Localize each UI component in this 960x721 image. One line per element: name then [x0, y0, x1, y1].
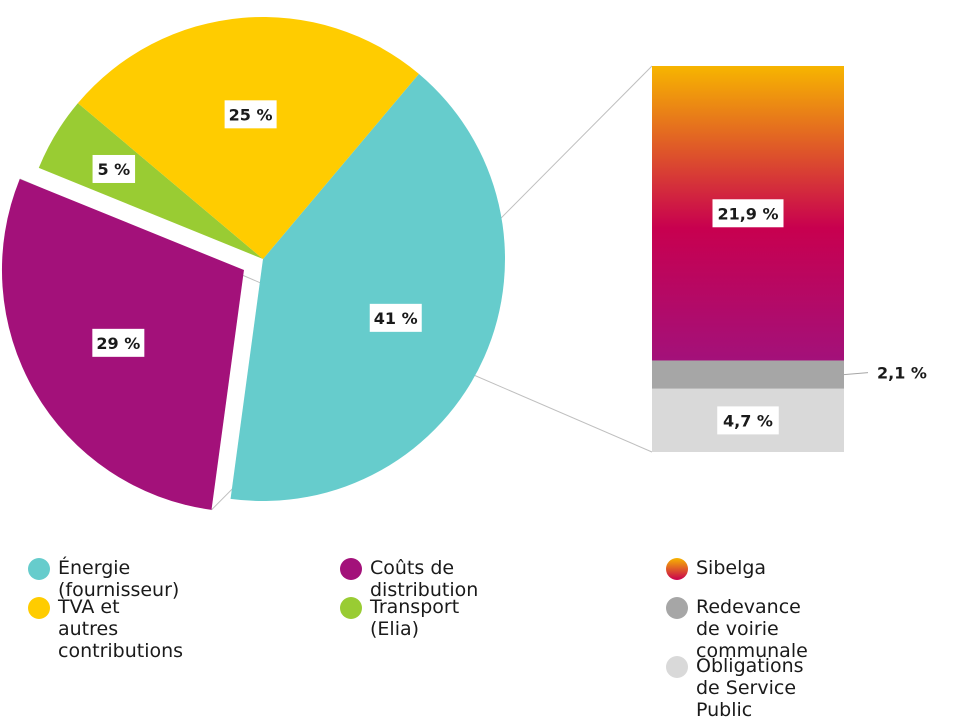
- pie-slice-transport-elia: [38, 103, 264, 259]
- legend-label: Redevance de voirie communale: [696, 596, 808, 662]
- legend-label: Transport (Elia): [370, 596, 460, 640]
- leader-line: [843, 372, 869, 376]
- pie-label-transport-elia: 5 %: [92, 154, 136, 183]
- legend-label: Coûts de distribution: [370, 557, 479, 601]
- pie-slice-tva-et-autres-contributions: [77, 16, 419, 260]
- legend-label: Obligations de Service Public: [696, 655, 804, 721]
- svg-text:21,9 %: 21,9 %: [717, 204, 778, 223]
- legend-swatch-distribution: [340, 558, 362, 580]
- bar-label-sibelga: 21,9 %: [712, 199, 784, 228]
- legend-item-distribution: Coûts de distribution: [340, 557, 478, 601]
- legend-item-transport: Transport (Elia): [340, 596, 459, 640]
- legend-item-redevance: Redevance de voirie communale: [666, 596, 808, 662]
- bar-segment-redevance-de-voirie-communale: [652, 360, 844, 389]
- svg-text:5 %: 5 %: [97, 160, 130, 179]
- svg-text:2,1 %: 2,1 %: [877, 364, 927, 383]
- legend-label: TVA et autres contributions: [58, 596, 184, 662]
- legend-swatch-sibelga: [666, 558, 688, 580]
- legend-item-energie: Énergie (fournisseur): [28, 557, 179, 601]
- legend-swatch-osp: [666, 656, 688, 678]
- svg-text:25 %: 25 %: [229, 105, 273, 124]
- pie-label-tva-et-autres-contributions: 25 %: [224, 100, 277, 129]
- legend-label: Sibelga: [696, 557, 767, 579]
- svg-text:4,7 %: 4,7 %: [723, 411, 773, 430]
- bar-label-obligations-de-service-public: 4,7 %: [717, 406, 779, 435]
- legend-swatch-transport: [340, 597, 362, 619]
- pie-label-energie-fournisseur: 41 %: [369, 303, 422, 332]
- bar-label-redevance-de-voirie-communale: 2,1 %: [871, 358, 933, 387]
- pie-label-couts-de-distribution: 29 %: [92, 328, 145, 357]
- svg-text:41 %: 41 %: [374, 309, 418, 328]
- pie-slice-energie-fournisseur: [230, 73, 506, 501]
- legend-swatch-energie: [28, 558, 50, 580]
- cost-breakdown-chart: 41 % 29 % 5 % 25 % 21,9 % 2,1 % 4,7 %: [1, 16, 933, 511]
- legend-item-sibelga: Sibelga: [666, 557, 766, 580]
- legend-swatch-redevance: [666, 597, 688, 619]
- legend-label: Énergie (fournisseur): [58, 557, 180, 601]
- legend-item-tva: TVA et autres contributions: [28, 596, 183, 662]
- svg-text:29 %: 29 %: [96, 334, 140, 353]
- legend-swatch-tva: [28, 597, 50, 619]
- legend-item-osp: Obligations de Service Public: [666, 655, 804, 721]
